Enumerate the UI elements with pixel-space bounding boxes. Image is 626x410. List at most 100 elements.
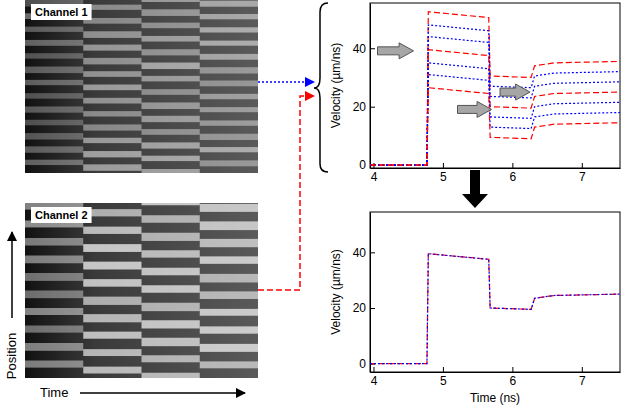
image-stripe <box>200 94 258 99</box>
x-tick: 5 <box>440 163 447 184</box>
y-tick-mark <box>370 107 375 108</box>
image-stripe <box>200 14 258 19</box>
y-axis: 02040 <box>353 4 375 173</box>
image-stripe <box>200 41 258 46</box>
image-stripe <box>142 215 200 223</box>
streak-image: Channel 1 <box>25 0 258 173</box>
image-stripe <box>25 256 83 264</box>
image-stripe <box>200 291 258 299</box>
image-stripe <box>83 349 141 356</box>
image-stripe <box>25 27 83 32</box>
image-stripe <box>25 67 83 74</box>
image-stripe <box>83 45 141 51</box>
image-label-box <box>31 207 92 223</box>
x-axis: 4 5 6 7 <box>371 163 621 184</box>
series-line <box>370 12 620 165</box>
y-tick-label: 20 <box>353 301 367 315</box>
x-tick-label: 4 <box>371 170 378 184</box>
x-tick: 6 <box>510 163 517 184</box>
image-stripe <box>142 268 200 276</box>
image-stripe <box>25 106 83 112</box>
image-stripe <box>25 173 83 174</box>
image-stripe <box>200 134 258 140</box>
image-stripe <box>25 93 83 99</box>
image-stripe <box>83 138 141 143</box>
image-stripe <box>142 203 200 205</box>
image-stripe <box>25 238 83 246</box>
y-tick: 20 <box>353 100 375 114</box>
image-stripe <box>142 169 200 173</box>
x-tick: 7 <box>579 163 586 184</box>
x-tick-mark <box>443 367 444 372</box>
image-stripe <box>142 250 200 257</box>
series-line <box>370 254 620 364</box>
x-axis: 4567 <box>371 367 621 388</box>
image-stripe <box>200 256 258 263</box>
y-tick-label: 20 <box>353 100 367 114</box>
image-stripe <box>25 378 83 379</box>
annotation-arrow <box>378 43 414 59</box>
image-stripe <box>142 9 200 16</box>
image-stripe <box>200 67 258 73</box>
image-stripe <box>83 297 141 305</box>
y-tick-mark <box>370 48 375 49</box>
y-axis-title: Velocity (µm/ns) <box>329 43 343 129</box>
x-tick-label: 7 <box>579 170 586 184</box>
x-tick-label: 5 <box>440 170 447 184</box>
y-tick-label: 40 <box>353 246 367 260</box>
image-stripe <box>25 53 83 58</box>
x-tick-mark <box>582 163 583 168</box>
image-stripe <box>83 31 141 38</box>
image-background <box>25 203 258 378</box>
y-tick-mark <box>370 252 375 253</box>
x-tick-mark <box>373 367 374 372</box>
image-stripe <box>83 124 141 130</box>
y-axis-line <box>370 213 371 373</box>
image-stripe <box>25 326 83 333</box>
image-stripe <box>142 338 200 346</box>
y-tick-mark <box>370 308 375 309</box>
x-tick-label: 4 <box>371 374 378 388</box>
image-stripe <box>200 107 258 112</box>
image-stripe <box>83 262 141 270</box>
image-stripe <box>142 23 200 29</box>
image-stripe <box>142 36 200 42</box>
image-stripe <box>142 285 200 292</box>
image-axis-label: Position <box>4 333 19 379</box>
plot-frame <box>370 212 620 372</box>
y-axis-title: Velocity (µm/ns) <box>329 249 343 335</box>
image-stripe <box>83 209 141 216</box>
image-stripe <box>200 326 258 333</box>
image-stripe <box>25 343 83 351</box>
image-stripe <box>142 49 200 55</box>
y-tick-label: 0 <box>359 357 366 371</box>
series-line <box>370 37 620 165</box>
image-stripe <box>200 147 258 152</box>
image-stripe <box>142 129 200 135</box>
down-arrow <box>462 170 488 208</box>
image-stripe <box>83 5 141 10</box>
image-stripe <box>142 89 200 95</box>
brace <box>314 3 328 172</box>
x-tick-label: 6 <box>510 170 517 184</box>
x-tick: 4 <box>371 163 378 184</box>
image-axis-arrow <box>11 232 13 318</box>
image-stripe <box>83 164 141 170</box>
image-stripe <box>200 361 258 368</box>
image-stripe <box>200 309 258 316</box>
image-stripe <box>142 355 200 362</box>
image-stripe <box>83 111 141 116</box>
image-stripe <box>142 102 200 109</box>
series-line <box>370 75 620 166</box>
annotation-arrow <box>458 101 492 117</box>
image-stripe <box>25 273 83 281</box>
streak-image: Channel 2 <box>25 203 258 378</box>
series-line <box>370 63 620 165</box>
y-tick-label: 40 <box>353 42 367 56</box>
x-tick-mark <box>512 367 513 372</box>
image-stripe <box>200 274 258 283</box>
image-stripe <box>142 320 200 328</box>
image-stripe <box>83 332 141 339</box>
image-stripe <box>142 373 200 378</box>
x-axis-title: Time (ns) <box>470 391 520 405</box>
